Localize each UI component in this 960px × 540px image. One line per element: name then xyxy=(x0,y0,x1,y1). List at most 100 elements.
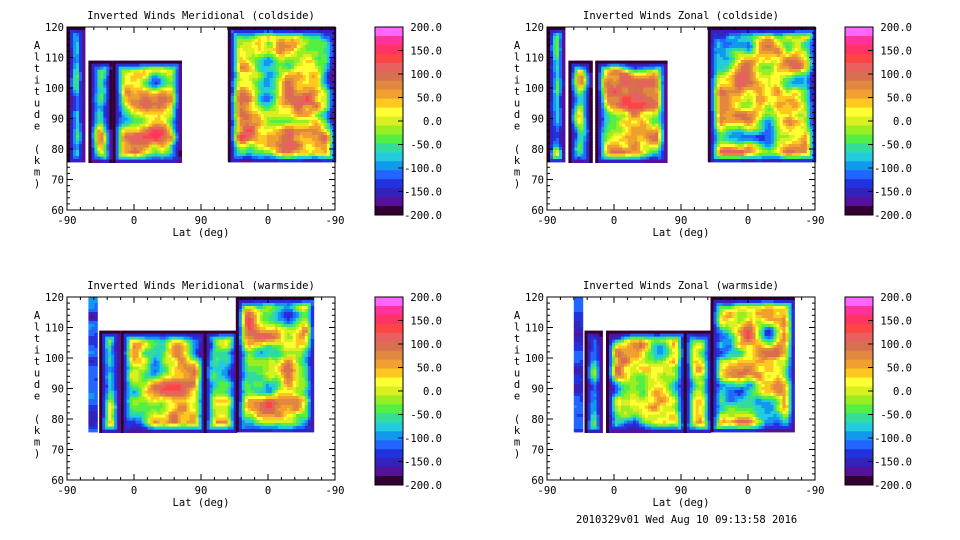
heatmap-cell xyxy=(568,78,572,82)
heatmap-cell xyxy=(299,51,304,55)
heatmap-cell xyxy=(661,75,665,79)
heatmap-cell xyxy=(655,69,659,73)
heatmap-cell xyxy=(725,90,730,94)
colorbar-swatch xyxy=(375,107,403,118)
heatmap-cell xyxy=(157,153,161,157)
heatmap-cell xyxy=(568,150,572,154)
heatmap-cell xyxy=(640,81,644,85)
heatmap-cell xyxy=(598,123,602,127)
heatmap-cell xyxy=(263,87,268,91)
heatmap-cell xyxy=(154,90,158,94)
heatmap-cell xyxy=(649,63,653,67)
heatmap-cell xyxy=(160,156,164,160)
heatmap-cell xyxy=(73,129,77,133)
heatmap-cell xyxy=(106,150,110,154)
heatmap-cell xyxy=(326,51,331,55)
heatmap-cell xyxy=(169,117,173,121)
heatmap-cell xyxy=(260,135,265,139)
heatmap-cell xyxy=(737,114,742,118)
heatmap-cell xyxy=(329,102,334,106)
heatmap-cell xyxy=(299,75,304,79)
heatmap-cell xyxy=(145,120,149,124)
heatmap-cell xyxy=(118,84,122,88)
heatmap-cell xyxy=(278,153,283,157)
heatmap-cell xyxy=(70,114,74,118)
heatmap-cell xyxy=(547,150,551,154)
heatmap-cell xyxy=(562,84,566,88)
heatmap-cell xyxy=(260,138,265,142)
heatmap-cell xyxy=(290,81,295,85)
heatmap-cell xyxy=(230,63,235,67)
heatmap-cell xyxy=(323,60,328,64)
heatmap-cell xyxy=(163,132,167,136)
heatmap-cell xyxy=(710,99,715,103)
heatmap-cell xyxy=(124,60,128,64)
heatmap-cell xyxy=(649,96,653,100)
heatmap-cell xyxy=(296,117,301,121)
heatmap-cell xyxy=(278,96,283,100)
heatmap-cell xyxy=(82,108,86,112)
heatmap-cell xyxy=(619,126,623,130)
heatmap-cell xyxy=(157,135,161,139)
heatmap-cell xyxy=(124,93,128,97)
heatmap-cell xyxy=(175,66,179,70)
heatmap-cell xyxy=(577,135,581,139)
heatmap-cell xyxy=(76,105,80,109)
heatmap-cell xyxy=(166,105,170,109)
heatmap-cell xyxy=(169,114,173,118)
heatmap-cell xyxy=(79,126,83,130)
heatmap-cell xyxy=(317,27,322,31)
heatmap-cell xyxy=(601,75,605,79)
heatmap-cell xyxy=(556,33,560,37)
heatmap-cell xyxy=(326,147,331,151)
heatmap-cell xyxy=(586,72,590,76)
heatmap-cell xyxy=(562,90,566,94)
heatmap-cell xyxy=(562,108,566,112)
heatmap-cell xyxy=(580,99,584,103)
heatmap-cell xyxy=(245,132,250,136)
heatmap-cell xyxy=(607,129,611,133)
heatmap-cell xyxy=(320,153,325,157)
heatmap-cell xyxy=(305,159,310,163)
heatmap-cell xyxy=(73,153,77,157)
heatmap-cell xyxy=(580,60,584,64)
heatmap-cell xyxy=(242,123,247,127)
heatmap-cell xyxy=(94,123,98,127)
heatmap-cell xyxy=(314,42,319,46)
heatmap-cell xyxy=(239,42,244,46)
heatmap-cell xyxy=(305,138,310,142)
heatmap-cell xyxy=(586,132,590,136)
heatmap-cell xyxy=(607,159,611,163)
heatmap-cell xyxy=(79,120,83,124)
heatmap-cell xyxy=(251,111,256,115)
heatmap-cell xyxy=(320,129,325,133)
heatmap-cell xyxy=(260,45,265,49)
heatmap-cell xyxy=(719,69,724,73)
heatmap-cell xyxy=(139,69,143,73)
heatmap-cell xyxy=(91,78,95,82)
heatmap-cell xyxy=(589,60,593,64)
heatmap-cell xyxy=(604,102,608,106)
heatmap-cell xyxy=(595,69,599,73)
heatmap-cell xyxy=(236,114,241,118)
heatmap-cell xyxy=(320,123,325,127)
heatmap-cell xyxy=(112,132,116,136)
heatmap-cell xyxy=(323,48,328,52)
heatmap-cell xyxy=(625,72,629,76)
heatmap-cell xyxy=(124,87,128,91)
heatmap-cell xyxy=(230,30,235,34)
heatmap-cell xyxy=(293,102,298,106)
heatmap-cell xyxy=(94,69,98,73)
heatmap-cell xyxy=(272,117,277,121)
heatmap-cell xyxy=(163,99,167,103)
heatmap-cell xyxy=(559,54,563,58)
heatmap-cell xyxy=(278,129,283,133)
heatmap-cell xyxy=(734,156,739,160)
heatmap-cell xyxy=(97,93,101,97)
heatmap-cell xyxy=(178,90,182,94)
heatmap-cell xyxy=(740,27,745,31)
heatmap-cell xyxy=(67,150,71,154)
heatmap-cell xyxy=(257,66,262,70)
heatmap-cell xyxy=(707,33,712,37)
heatmap-cell xyxy=(127,147,131,151)
